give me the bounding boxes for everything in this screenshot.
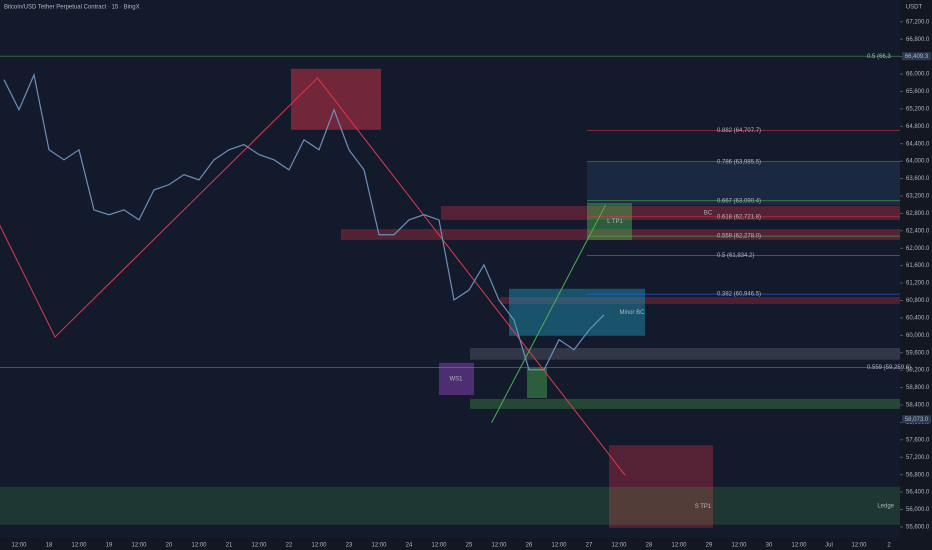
x-tick-label: 12:00	[791, 543, 807, 549]
y-tick-label: 58,800.0	[906, 385, 930, 391]
price-label: 66,409.3	[905, 54, 929, 60]
fib-label: 0.786 (63,985.5)	[717, 159, 761, 165]
y-tick-label: 64,400.0	[906, 141, 930, 147]
y-tick-label: 60,800.0	[906, 298, 930, 304]
x-tick-label: 12:00	[71, 543, 87, 549]
x-tick-label: 24	[406, 543, 413, 549]
fib-label: 0.667 (63,090.4)	[717, 198, 761, 204]
x-tick-label: 25	[466, 543, 473, 549]
x-tick-label: 12:00	[551, 543, 567, 549]
y-tick-label: 63,200.0	[906, 194, 930, 200]
x-tick-label: 12:00	[11, 543, 27, 549]
y-tick-label: 62,800.0	[906, 211, 930, 217]
fib-label: 0.382 (60,946.5)	[717, 292, 761, 298]
fib-label: 0.882 (64,707.7)	[717, 128, 761, 134]
zone	[527, 367, 547, 399]
y-tick-label: 64,800.0	[906, 124, 930, 130]
x-tick-label: 20	[166, 543, 173, 549]
price-label-box	[902, 52, 931, 61]
y-tick-label: 66,000.0	[906, 72, 930, 78]
zone-label: S TP1	[695, 504, 712, 510]
pattern-line	[491, 204, 606, 424]
y-tick-label: 56,800.0	[906, 472, 930, 478]
y-tick-label: 57,200.0	[906, 455, 930, 461]
price-line	[3, 72, 605, 371]
currency: USDT	[906, 5, 923, 11]
pattern-line	[0, 77, 626, 476]
fib-label: 0.559 (59,259.6)	[867, 365, 911, 371]
price-label-box	[902, 415, 931, 424]
y-tick-label: 61,600.0	[906, 263, 930, 269]
zone-label: WS1	[449, 376, 463, 382]
x-tick-label: 22	[286, 543, 293, 549]
fib-label: 0.559 (62,278.0)	[717, 234, 761, 240]
time-axis	[0, 538, 900, 550]
price-label: 58,073.0	[905, 417, 929, 423]
zone	[470, 347, 900, 360]
y-tick-label: 57,600.0	[906, 437, 930, 443]
chart-title: Bitcoin/USD Tether Perpetual Contract · …	[4, 5, 140, 11]
zone	[509, 288, 645, 336]
x-tick-label: 18	[46, 543, 53, 549]
y-tick-label: 65,200.0	[906, 106, 930, 112]
y-tick-label: 56,000.0	[906, 507, 930, 513]
fib-label: 0.5 (61,834.2)	[717, 253, 754, 259]
x-tick-label: 26	[526, 543, 533, 549]
x-tick-label: 12:00	[431, 543, 447, 549]
zone	[291, 68, 381, 130]
zone	[587, 202, 632, 240]
zone	[470, 398, 900, 409]
x-tick-label: 12:00	[851, 543, 867, 549]
y-tick-label: 67,200.0	[906, 19, 930, 25]
x-tick-label: 29	[706, 543, 713, 549]
y-tick-label: 66,800.0	[906, 37, 930, 43]
zone	[500, 297, 900, 304]
zone	[0, 486, 900, 525]
x-tick-label: 12:00	[311, 543, 327, 549]
zone	[609, 445, 713, 528]
fib-label: 0.618 (62,721.8)	[717, 214, 761, 220]
y-tick-label: 59,600.0	[906, 350, 930, 356]
x-tick-label: 12:00	[371, 543, 387, 549]
x-tick-label: 23	[346, 543, 353, 549]
x-tick-label: 12:00	[131, 543, 147, 549]
y-tick-label: 61,200.0	[906, 281, 930, 287]
x-tick-label: 19	[106, 543, 113, 549]
y-tick-label: 60,000.0	[906, 333, 930, 339]
x-tick-label: 27	[586, 543, 593, 549]
x-tick-label: 2	[887, 543, 891, 549]
zone	[441, 205, 900, 220]
y-tick-label: 59,200.0	[906, 368, 930, 374]
price-axis	[900, 0, 932, 550]
x-tick-label: 28	[646, 543, 653, 549]
fib-label: 0.5 (66,3	[867, 54, 891, 60]
zone-label: BC	[704, 211, 713, 217]
x-tick-label: 12:00	[251, 543, 267, 549]
zone-label: Ledge	[877, 503, 894, 509]
y-tick-label: 64,000.0	[906, 159, 930, 165]
y-tick-label: 56,400.0	[906, 490, 930, 496]
x-tick-label: Jul	[825, 543, 833, 549]
x-tick-label: 12:00	[671, 543, 687, 549]
x-tick-label: 12:00	[491, 543, 507, 549]
y-tick-label: 63,600.0	[906, 176, 930, 182]
zone	[439, 362, 474, 395]
x-tick-label: 30	[766, 543, 773, 549]
zone	[587, 162, 900, 206]
zone-label: Minor BC	[619, 310, 645, 316]
x-tick-label: 21	[226, 543, 233, 549]
y-tick-label: 60,400.0	[906, 315, 930, 321]
x-tick-label: 12:00	[731, 543, 747, 549]
zone-label: L TP1	[607, 219, 623, 225]
x-tick-label: 12:00	[191, 543, 207, 549]
y-tick-label: 62,400.0	[906, 228, 930, 234]
y-tick-label: 65,600.0	[906, 89, 930, 95]
y-tick-label: 62,000.0	[906, 246, 930, 252]
y-tick-label: 55,600.0	[906, 525, 930, 531]
x-tick-label: 12:00	[611, 543, 627, 549]
y-tick-label: 58,400.0	[906, 403, 930, 409]
zone	[341, 229, 900, 240]
